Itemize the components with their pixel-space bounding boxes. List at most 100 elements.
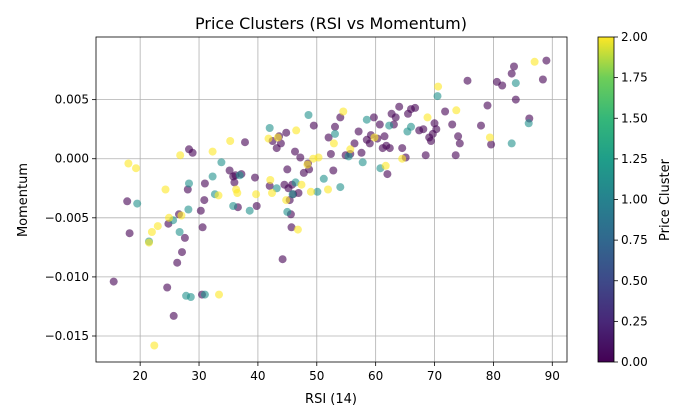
data-point-cluster-0 bbox=[391, 113, 400, 122]
data-point-cluster-2 bbox=[153, 222, 162, 231]
data-point-cluster-2 bbox=[370, 133, 379, 142]
data-point-cluster-2 bbox=[124, 159, 133, 168]
data-point-cluster-2 bbox=[485, 133, 494, 142]
data-point-cluster-1 bbox=[175, 228, 184, 236]
data-point-cluster-0 bbox=[123, 197, 132, 206]
data-point-cluster-0 bbox=[282, 128, 291, 137]
data-point-cluster-0 bbox=[183, 185, 192, 194]
colorbar-tick-label: 1.50 bbox=[621, 111, 648, 125]
data-point-cluster-1 bbox=[229, 202, 238, 210]
data-point-cluster-1 bbox=[524, 119, 533, 128]
data-point-cluster-2 bbox=[292, 126, 301, 135]
data-point-cluster-0 bbox=[427, 137, 435, 145]
x-axis-title: RSI (14) bbox=[305, 392, 357, 407]
data-point-cluster-0 bbox=[188, 148, 197, 157]
data-point-cluster-0 bbox=[365, 139, 374, 148]
data-point-cluster-1 bbox=[358, 158, 367, 167]
data-point-cluster-0 bbox=[125, 229, 134, 238]
y-tick-label: −0.010 bbox=[45, 270, 89, 284]
data-point-cluster-0 bbox=[477, 121, 485, 130]
plot-frame bbox=[95, 36, 568, 363]
x-tick-label: 20 bbox=[133, 369, 148, 383]
data-point-cluster-2 bbox=[215, 290, 223, 299]
data-point-cluster-2 bbox=[273, 133, 282, 142]
data-point-cluster-0 bbox=[498, 81, 507, 90]
colorbar-tick-label: 0.00 bbox=[621, 355, 648, 369]
data-point-cluster-0 bbox=[278, 255, 287, 264]
data-point-cluster-0 bbox=[350, 139, 359, 148]
data-point-cluster-0 bbox=[511, 95, 520, 104]
data-point-cluster-2 bbox=[329, 139, 338, 148]
data-point-cluster-2 bbox=[339, 107, 348, 116]
data-point-cluster-0 bbox=[283, 165, 292, 174]
data-point-cluster-0 bbox=[454, 132, 463, 141]
data-point-cluster-1 bbox=[433, 92, 442, 101]
colorbar: 0.00 0.25 0.50 0.75 1.00 1.25 1.50 1.75 2.00 Pri… bbox=[597, 30, 673, 369]
data-point-cluster-2 bbox=[423, 113, 432, 122]
data-point-cluster-2 bbox=[226, 137, 235, 145]
data-point-cluster-0 bbox=[169, 311, 178, 320]
data-point-cluster-0 bbox=[109, 277, 118, 286]
data-point-cluster-2 bbox=[268, 189, 276, 197]
data-point-cluster-0 bbox=[291, 147, 299, 156]
data-point-cluster-0 bbox=[398, 144, 407, 153]
data-point-cluster-2 bbox=[297, 180, 306, 189]
data-point-cluster-0 bbox=[411, 103, 420, 112]
data-point-cluster-2 bbox=[147, 228, 156, 236]
data-point-cluster-0 bbox=[265, 181, 274, 190]
data-point-cluster-0 bbox=[251, 173, 259, 182]
data-point-cluster-1 bbox=[511, 79, 520, 88]
data-point-cluster-2 bbox=[434, 82, 443, 91]
x-axis: 20 30 40 50 60 70 80 90 bbox=[133, 362, 560, 383]
data-point-cluster-0 bbox=[178, 248, 186, 257]
data-point-cluster-0 bbox=[448, 120, 457, 129]
y-axis: −0.015 −0.010 −0.005 0.000 0.005 bbox=[45, 93, 96, 343]
x-tick-label: 70 bbox=[427, 369, 442, 383]
data-points bbox=[109, 56, 551, 350]
data-point-cluster-1 bbox=[133, 199, 142, 208]
data-point-cluster-2 bbox=[303, 160, 312, 169]
data-point-cluster-0 bbox=[196, 206, 205, 215]
data-point-cluster-0 bbox=[329, 166, 338, 175]
data-point-cluster-0 bbox=[198, 223, 207, 232]
data-point-cluster-0 bbox=[421, 151, 430, 160]
data-point-cluster-2 bbox=[233, 189, 242, 197]
data-point-cluster-2 bbox=[530, 57, 539, 66]
data-point-cluster-0 bbox=[296, 153, 305, 162]
y-tick-label: −0.005 bbox=[45, 211, 89, 225]
data-point-cluster-2 bbox=[266, 176, 275, 184]
data-point-cluster-1 bbox=[507, 139, 516, 148]
data-point-cluster-0 bbox=[385, 144, 394, 153]
x-tick-label: 80 bbox=[486, 369, 501, 383]
y-tick-label: 0.000 bbox=[55, 152, 89, 166]
data-point-cluster-0 bbox=[309, 121, 318, 130]
data-point-cluster-2 bbox=[177, 211, 186, 220]
x-tick-label: 60 bbox=[368, 369, 383, 383]
data-point-cluster-1 bbox=[265, 124, 274, 132]
data-point-cluster-1 bbox=[407, 122, 415, 131]
data-point-cluster-0 bbox=[287, 223, 296, 232]
data-point-cluster-0 bbox=[451, 151, 460, 160]
y-axis-title: Momentum bbox=[16, 163, 31, 237]
data-point-cluster-1 bbox=[288, 190, 297, 199]
data-point-cluster-2 bbox=[214, 191, 223, 200]
data-point-cluster-0 bbox=[163, 283, 172, 292]
data-point-cluster-0 bbox=[225, 166, 234, 175]
data-point-cluster-1 bbox=[184, 205, 193, 214]
data-point-cluster-0 bbox=[336, 113, 345, 122]
colorbar-tick-label: 0.25 bbox=[621, 314, 648, 328]
data-point-cluster-1 bbox=[344, 152, 353, 161]
data-point-cluster-2 bbox=[398, 154, 407, 163]
data-point-cluster-1 bbox=[186, 293, 195, 301]
data-point-cluster-0 bbox=[395, 102, 404, 111]
data-point-cluster-0 bbox=[510, 62, 518, 71]
colorbar-tick-label: 1.25 bbox=[621, 152, 648, 166]
data-point-cluster-0 bbox=[369, 113, 378, 122]
data-point-cluster-0 bbox=[180, 233, 189, 242]
data-point-cluster-0 bbox=[331, 122, 339, 131]
data-point-cluster-2 bbox=[252, 190, 261, 199]
data-point-cluster-2 bbox=[264, 134, 273, 143]
data-point-cluster-1 bbox=[336, 183, 345, 192]
data-point-cluster-2 bbox=[132, 164, 140, 173]
data-point-cluster-0 bbox=[432, 125, 441, 134]
